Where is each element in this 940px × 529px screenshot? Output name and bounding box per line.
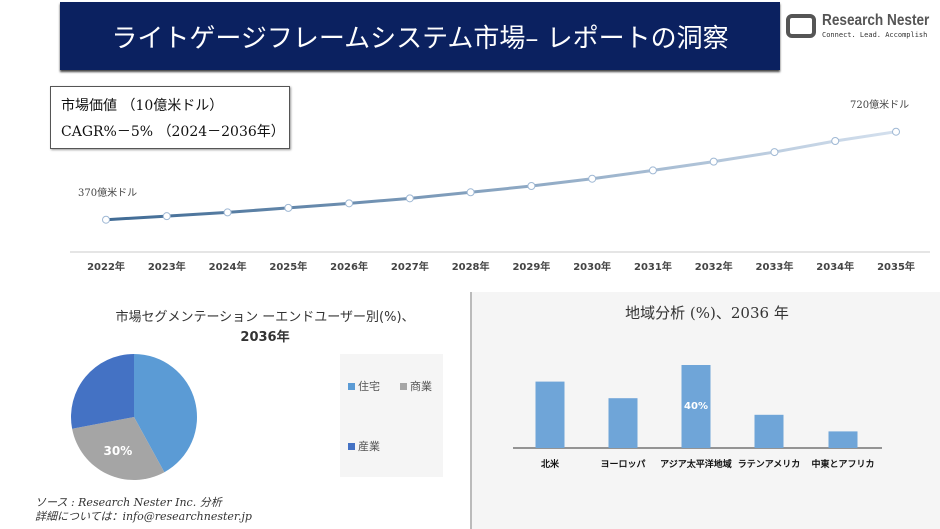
x-tick-label: 2033年	[756, 260, 794, 273]
logo-icon	[786, 14, 816, 38]
x-tick-label: 2023年	[148, 260, 186, 273]
pie-slice	[134, 354, 198, 473]
data-point	[527, 182, 536, 191]
end-user-pie-chart: 30%	[71, 354, 198, 480]
pie-title: 市場セグメンテーション ーエンドユーザー別(%)、 2036年	[90, 308, 440, 348]
x-tick-label: 2022年	[87, 260, 125, 273]
data-point	[102, 215, 110, 224]
data-point	[588, 174, 597, 183]
legend-item-industrial: 産業	[348, 438, 380, 454]
data-point	[223, 208, 232, 217]
data-point	[345, 199, 354, 208]
x-tick-label: 2027年	[391, 260, 429, 273]
bar-category-label: 中東とアフリカ	[811, 458, 874, 470]
logo-tagline: Connect. Lead. Accomplish	[822, 31, 928, 39]
data-point	[892, 127, 900, 136]
regional-bar-chart: 北米 ヨーロッパ 40% アジア太平洋地域 ラテンアメリカ 中東とアフリカ	[513, 365, 882, 470]
contact-text: 詳細については：info@researchnester.jp	[35, 510, 252, 523]
regional-analysis-panel: 地域分析 (%)、2036 年 北米 ヨーロッパ 40% アジア太平洋地域 ラテンアメリ…	[470, 292, 940, 529]
research-nester-logo: Research Nester Connect. Lead. Accomplis…	[780, 10, 940, 50]
legend-item-commercial: 商業	[400, 378, 432, 394]
bar-category-label: 北米	[541, 458, 560, 470]
bar-category-label: アジア太平洋地域	[660, 458, 732, 470]
data-point	[466, 188, 475, 197]
x-tick-label: 2035年	[877, 260, 915, 273]
x-tick-label: 2026年	[330, 260, 368, 273]
bar-category-label: ラテンアメリカ	[738, 459, 801, 470]
pie-legend: 住宅 商業 産業	[340, 354, 443, 477]
market-value-box: 市場価値 （10億米ドル） CAGR%－5% （2024－2036年）	[50, 86, 290, 149]
bar	[608, 398, 638, 448]
end-value-label: 720億米ドル	[850, 98, 909, 111]
series-line	[105, 130, 897, 222]
bar	[681, 365, 711, 448]
market-line-chart: 370億米ドル 720億米ドル 2022年 2023年 2024年 2025年 2026…	[70, 98, 930, 273]
start-value-label: 370億米ドル	[78, 186, 137, 199]
x-tick-label: 2030年	[573, 260, 611, 273]
data-point	[405, 194, 414, 203]
x-tick-label: 2032年	[695, 260, 733, 273]
bar	[828, 431, 858, 448]
logo-name: Research Nester	[822, 12, 930, 29]
pie-title-line1: 市場セグメンテーション ーエンドユーザー別(%)、	[115, 310, 415, 325]
pie-data-label: 30%	[104, 444, 133, 458]
source-text: ソース : Research Nester Inc. 分析	[35, 496, 222, 509]
pie-title-line2: 2036年	[240, 330, 290, 345]
bar-title: 地域分析 (%)、2036 年	[625, 304, 789, 322]
pie-slice	[71, 354, 134, 429]
x-tick-label: 2029年	[512, 260, 550, 273]
data-point	[162, 212, 171, 221]
data-point	[770, 148, 779, 157]
pie-slice	[72, 417, 165, 480]
bar	[754, 414, 784, 448]
page-title: ライトゲージフレームシステム市場– レポートの洞察	[111, 23, 729, 54]
x-tick-label: 2028年	[452, 260, 490, 273]
cagr-label: CAGR%－5% （2024－2036年）	[61, 124, 285, 140]
data-point	[648, 166, 657, 175]
source-note: ソース : Research Nester Inc. 分析 詳細については：in…	[35, 496, 252, 524]
x-tick-label: 2031年	[634, 260, 672, 273]
legend-item-residential: 住宅	[348, 378, 380, 394]
data-point	[284, 203, 293, 212]
x-tick-label: 2025年	[269, 260, 307, 273]
x-tick-label: 2024年	[209, 260, 247, 273]
bar	[535, 381, 565, 448]
bar-category-label: ヨーロッパ	[600, 458, 645, 470]
page-title-banner: ライトゲージフレームシステム市場– レポートの洞察	[60, 2, 780, 70]
bar-data-label: 40%	[684, 401, 708, 412]
data-point	[709, 157, 718, 166]
data-point	[831, 137, 840, 146]
market-value-label: 市場価値 （10億米ドル）	[61, 98, 224, 114]
x-tick-label: 2034年	[816, 260, 854, 273]
end-user-segment-panel: 市場セグメンテーション ーエンドユーザー別(%)、 2036年 30% 住宅 商業…	[0, 292, 468, 529]
